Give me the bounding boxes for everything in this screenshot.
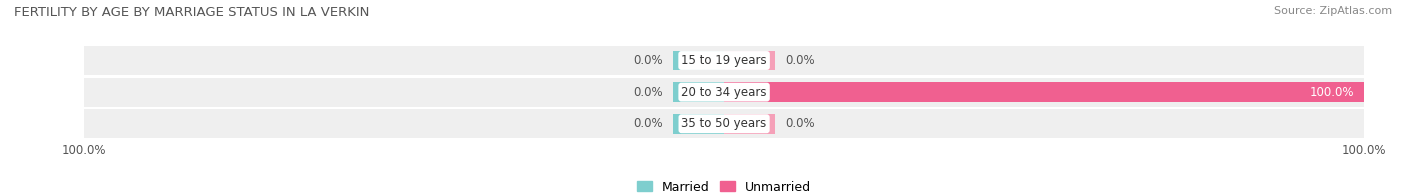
Bar xyxy=(673,82,724,102)
Text: 0.0%: 0.0% xyxy=(785,54,814,67)
Text: 0.0%: 0.0% xyxy=(634,54,664,67)
Text: FERTILITY BY AGE BY MARRIAGE STATUS IN LA VERKIN: FERTILITY BY AGE BY MARRIAGE STATUS IN L… xyxy=(14,6,370,19)
Text: 0.0%: 0.0% xyxy=(785,117,814,130)
Bar xyxy=(84,46,1364,75)
Text: 15 to 19 years: 15 to 19 years xyxy=(682,54,766,67)
Text: 100.0%: 100.0% xyxy=(1310,86,1354,99)
Bar xyxy=(673,51,724,70)
Legend: Married, Unmarried: Married, Unmarried xyxy=(633,176,815,196)
Bar xyxy=(724,114,775,133)
Bar xyxy=(724,51,775,70)
Text: 20 to 34 years: 20 to 34 years xyxy=(682,86,766,99)
Text: 0.0%: 0.0% xyxy=(634,86,664,99)
Bar xyxy=(84,78,1364,107)
Bar xyxy=(724,82,1364,102)
Bar xyxy=(84,109,1364,138)
Bar xyxy=(673,114,724,133)
Text: 35 to 50 years: 35 to 50 years xyxy=(682,117,766,130)
Text: Source: ZipAtlas.com: Source: ZipAtlas.com xyxy=(1274,6,1392,16)
Text: 0.0%: 0.0% xyxy=(634,117,664,130)
